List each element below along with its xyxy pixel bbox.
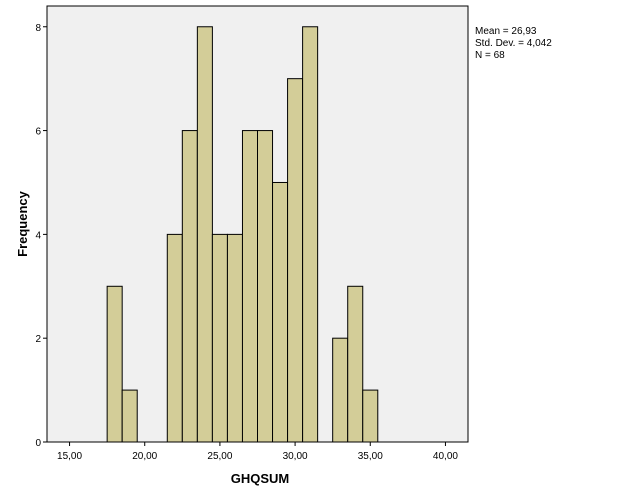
x-axis: 15,00 20,00 25,00 30,00 35,00 40,00: [57, 442, 458, 462]
x-tick-label: 35,00: [358, 451, 383, 462]
x-tick-label: 15,00: [57, 451, 82, 462]
y-axis: 0 2 4 6 8: [35, 23, 47, 449]
histogram-bar: [302, 26, 319, 443]
histogram-bar: [121, 389, 138, 443]
x-tick-label: 30,00: [283, 451, 308, 462]
histogram-bar: [196, 26, 213, 443]
histogram-bar: [272, 181, 289, 443]
stats-n: N = 68: [475, 50, 505, 61]
histogram-bar: [241, 130, 258, 443]
stats-mean: Mean = 26,93: [475, 26, 537, 37]
histogram-bar: [287, 78, 304, 443]
y-tick-label: 0: [35, 438, 41, 449]
stats-box: Mean = 26,93 Std. Dev. = 4,042 N = 68: [475, 26, 552, 62]
x-tick-label: 20,00: [132, 451, 157, 462]
x-tick-label: 40,00: [433, 451, 458, 462]
y-tick-label: 4: [35, 230, 41, 241]
histogram-bar: [347, 285, 364, 443]
x-axis-label: GHQSUM: [231, 471, 290, 486]
y-axis-label: Frequency: [15, 190, 30, 257]
stats-std-dev: Std. Dev. = 4,042: [475, 38, 552, 49]
histogram-bar: [166, 233, 183, 443]
histogram-bar: [106, 285, 123, 443]
y-tick-label: 6: [35, 127, 41, 138]
y-tick-label: 2: [35, 334, 41, 345]
histogram-bar: [211, 233, 228, 443]
bars-group: [106, 26, 379, 443]
histogram-bar: [226, 233, 243, 443]
histogram-bar: [332, 337, 349, 443]
histogram-bar: [181, 130, 198, 443]
y-tick-label: 8: [35, 23, 41, 34]
x-tick-label: 25,00: [207, 451, 232, 462]
histogram-bar: [257, 130, 274, 443]
histogram-bar: [362, 389, 379, 443]
